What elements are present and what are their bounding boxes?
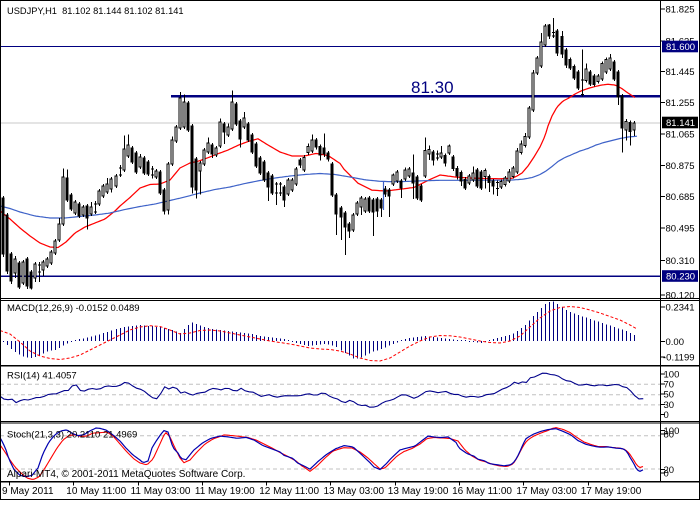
svg-text:80.685: 80.685: [666, 192, 695, 203]
svg-text:80.875: 80.875: [666, 161, 695, 172]
svg-text:11 May 03:00: 11 May 03:00: [131, 486, 191, 497]
svg-text:80.310: 80.310: [666, 256, 695, 267]
svg-text:30: 30: [664, 400, 675, 411]
svg-text:80.230: 80.230: [666, 272, 695, 283]
svg-text:16 May 11:00: 16 May 11:00: [452, 486, 512, 497]
svg-text:81.065: 81.065: [666, 130, 695, 141]
svg-text:USDJPY,H1 81.102 81.144 81.10: USDJPY,H1 81.102 81.144 81.102 81.141: [7, 6, 184, 16]
svg-text:17 May 03:00: 17 May 03:00: [516, 486, 577, 497]
svg-text:RSI(14) 41.4057: RSI(14) 41.4057: [7, 371, 77, 382]
svg-text:81.445: 81.445: [666, 67, 695, 78]
svg-text:81.255: 81.255: [666, 98, 695, 109]
svg-text:0.00: 0.00: [666, 337, 685, 348]
svg-text:Alpari-MT4, © 2001-2011 MetaQu: Alpari-MT4, © 2001-2011 MetaQuotes Softw…: [7, 469, 245, 480]
svg-text:10 May 11:00: 10 May 11:00: [66, 486, 126, 497]
svg-text:80: 80: [664, 429, 675, 440]
svg-text:81.141: 81.141: [666, 118, 695, 129]
svg-text:Stoch(21,3,3) 20.2110 21.4969: Stoch(21,3,3) 20.2110 21.4969: [7, 430, 137, 441]
svg-text:12 May 11:00: 12 May 11:00: [259, 486, 319, 497]
svg-text:-0.1199: -0.1199: [663, 353, 695, 364]
svg-text:0: 0: [664, 410, 669, 421]
svg-text:80.495: 80.495: [666, 224, 695, 235]
svg-text:50: 50: [664, 390, 675, 401]
svg-text:20: 20: [664, 465, 675, 476]
svg-text:17 May 19:00: 17 May 19:00: [581, 486, 642, 497]
svg-text:70: 70: [664, 379, 675, 390]
svg-text:81.825: 81.825: [666, 5, 695, 16]
svg-text:13 May 19:00: 13 May 19:00: [388, 486, 449, 497]
svg-text:13 May 03:00: 13 May 03:00: [324, 486, 385, 497]
svg-text:81.600: 81.600: [666, 42, 695, 53]
svg-text:80.120: 80.120: [666, 291, 695, 302]
svg-text:9 May 2011: 9 May 2011: [2, 486, 54, 497]
svg-text:0: 0: [664, 468, 669, 479]
svg-text:81.30: 81.30: [411, 78, 454, 97]
svg-text:MACD(12,26,9) -0.0152 0.0489: MACD(12,26,9) -0.0152 0.0489: [7, 303, 140, 314]
svg-text:100: 100: [664, 370, 680, 381]
svg-text:11 May 19:00: 11 May 19:00: [195, 486, 255, 497]
svg-text:0.2341: 0.2341: [666, 303, 695, 314]
svg-text:100: 100: [664, 426, 680, 437]
